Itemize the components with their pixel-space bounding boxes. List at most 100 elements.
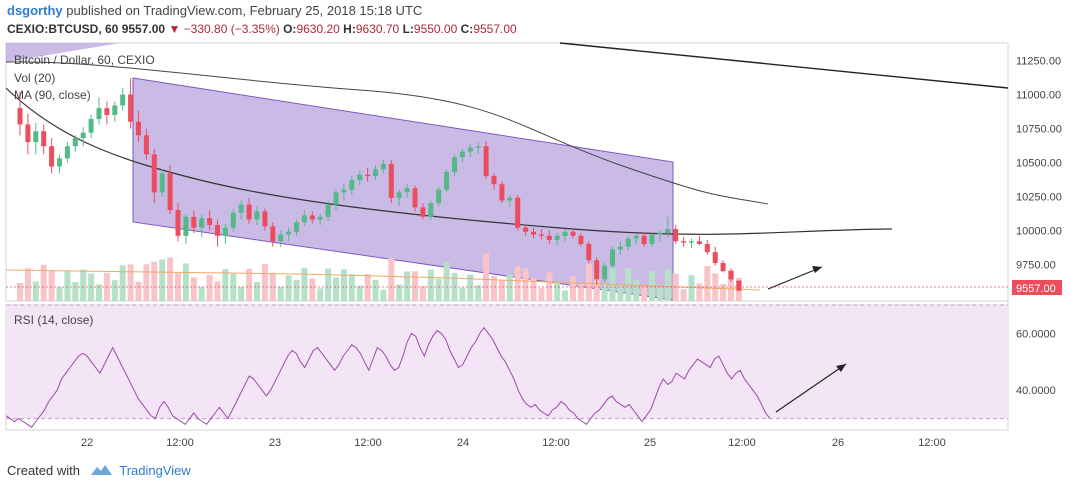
volume-bar — [538, 288, 545, 301]
candle-body — [33, 131, 39, 143]
volume-bar — [475, 285, 482, 301]
volume-bar — [48, 270, 55, 301]
open-value: 9630.20 — [296, 22, 340, 36]
candle-body — [507, 197, 513, 201]
candle-body — [270, 226, 276, 242]
close-label: C: — [460, 22, 474, 36]
downtrend-channel — [132, 77, 674, 301]
candle-body — [562, 231, 568, 236]
legend-series-title: Bitcoin / Dollar, 60, CEXIO — [14, 53, 155, 67]
volume-bar — [80, 269, 87, 301]
candle-body — [215, 224, 220, 236]
volume-bar — [656, 285, 663, 301]
price-tick-label: 11250.00 — [1016, 56, 1061, 68]
ma-secondary-line — [5, 61, 769, 205]
candle-body — [143, 135, 149, 155]
footer: Created with TradingView — [7, 461, 191, 478]
candle-body — [475, 146, 481, 148]
volume-bar — [182, 263, 189, 301]
volume-bar — [530, 278, 537, 301]
volume-bar — [167, 257, 174, 301]
time-tick-label: 23 — [269, 437, 281, 449]
candle-body — [88, 119, 94, 133]
candle-body — [665, 229, 671, 234]
down-arrow-icon: ▼ — [168, 22, 181, 36]
candle-body — [230, 212, 236, 228]
volume-bar — [467, 274, 474, 301]
rsi-tick-label: 40.0000 — [1016, 385, 1056, 397]
price-tick-label: 10750.00 — [1016, 124, 1062, 136]
volume-bar — [24, 268, 31, 301]
tradingview-link[interactable]: TradingView — [119, 463, 191, 478]
volume-bar — [56, 287, 63, 301]
candle-body — [317, 216, 323, 220]
candle-body — [167, 173, 173, 211]
candle-body — [459, 151, 465, 158]
candle-body — [736, 280, 742, 291]
candle-body — [554, 235, 560, 240]
volume-bar — [254, 282, 260, 301]
volume-bar — [206, 274, 213, 301]
volume-bar — [127, 264, 134, 301]
candle-body — [349, 180, 355, 190]
candle-body — [301, 215, 307, 223]
legend-volume: Vol (20) — [14, 71, 55, 85]
volume-bar — [696, 283, 703, 301]
volume-ma-line — [5, 269, 761, 291]
candle-body — [641, 235, 647, 244]
candle-body — [278, 234, 284, 242]
candle-body — [428, 203, 434, 217]
volume-bar — [427, 269, 434, 301]
candle-body — [112, 105, 118, 115]
candle-body — [546, 235, 552, 240]
candle-body — [531, 231, 536, 235]
rsi-line — [5, 326, 771, 428]
candle-body — [586, 243, 592, 261]
candle-body — [17, 108, 23, 125]
volume-bar — [577, 283, 584, 301]
candle-body — [96, 108, 102, 120]
candle-body — [380, 163, 386, 170]
open-label: O: — [283, 22, 297, 36]
volume-bar — [301, 267, 308, 301]
price-tick-label: 10500.00 — [1016, 157, 1062, 169]
time-tick-label: 24 — [457, 437, 469, 449]
volume-bar — [64, 270, 71, 301]
candle-body — [499, 184, 505, 201]
volume-bar — [348, 274, 355, 301]
candle-body — [120, 94, 126, 106]
ma-90-line — [5, 87, 893, 235]
volume-bar — [293, 280, 300, 301]
volume-bar — [230, 273, 237, 301]
price-tick-label: 10250.00 — [1016, 191, 1062, 203]
volume-bar — [522, 268, 529, 301]
volume-bar — [412, 271, 418, 301]
volume-bar — [364, 274, 371, 301]
candle-body — [696, 241, 702, 244]
volume-bar — [372, 279, 379, 301]
candle-body — [57, 158, 62, 167]
last-price: 9557.00 — [121, 22, 166, 36]
volume-bar — [491, 276, 497, 301]
candle-body — [388, 163, 394, 198]
candle-body — [538, 234, 544, 236]
candle-body — [412, 188, 418, 208]
author-link[interactable]: dsgorthy — [7, 3, 63, 18]
time-tick-label: 12:00 — [918, 437, 946, 449]
candle-body — [175, 210, 181, 236]
time-tick-label: 12:00 — [166, 437, 194, 449]
candle-body — [452, 157, 457, 172]
time-tick-label: 12:00 — [728, 437, 756, 449]
volume-bar — [340, 269, 347, 301]
volume-bar — [151, 261, 158, 301]
candle-body — [681, 241, 687, 243]
time-tick-label: 12:00 — [542, 437, 570, 449]
candle-body — [570, 231, 576, 236]
candle-body — [262, 211, 268, 227]
volume-bar — [96, 284, 102, 301]
candle-body — [80, 132, 86, 139]
rsi-arrowhead-icon — [836, 364, 846, 372]
candle-body — [523, 227, 529, 232]
price-tick-label: 9750.00 — [1016, 259, 1056, 271]
